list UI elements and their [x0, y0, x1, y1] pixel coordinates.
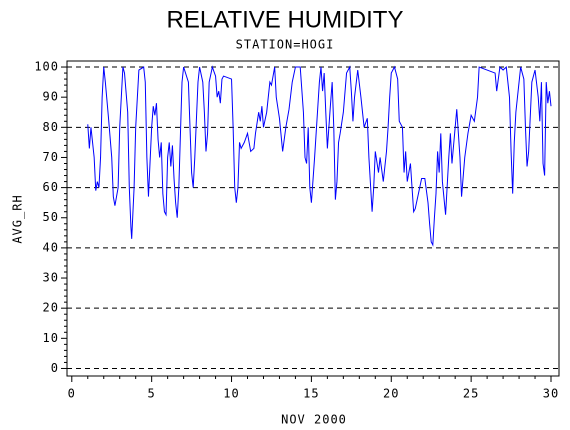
chart-subtitle: STATION=HOGI	[236, 38, 335, 52]
x-tick-label: 10	[223, 387, 239, 401]
y-tick-label: 10	[43, 331, 59, 345]
y-tick-label: 0	[51, 361, 59, 375]
y-tick-label: 80	[43, 120, 59, 134]
x-tick-label: 30	[543, 387, 559, 401]
y-tick-label: 90	[43, 90, 59, 104]
chart-title: RELATIVE HUMIDITY	[167, 6, 404, 33]
x-tick-label: 5	[148, 387, 156, 401]
x-tick-label: 20	[383, 387, 399, 401]
y-tick-label: 60	[43, 180, 59, 194]
x-axis-label: NOV 2000	[281, 413, 347, 427]
line-series	[87, 65, 552, 247]
y-axis-label: AVG_RH	[11, 194, 25, 243]
x-tick-label: 15	[303, 387, 319, 401]
y-tick-label: 50	[43, 210, 59, 224]
plot-frame	[66, 60, 560, 377]
y-tick-label: 40	[43, 240, 59, 254]
y-tick-label: 70	[43, 150, 59, 164]
x-tick-label: 25	[463, 387, 479, 401]
y-tick-label: 30	[43, 271, 59, 285]
x-tick-label: 0	[68, 387, 76, 401]
y-tick-label: 100	[34, 60, 59, 74]
y-tick-label: 20	[43, 301, 59, 315]
